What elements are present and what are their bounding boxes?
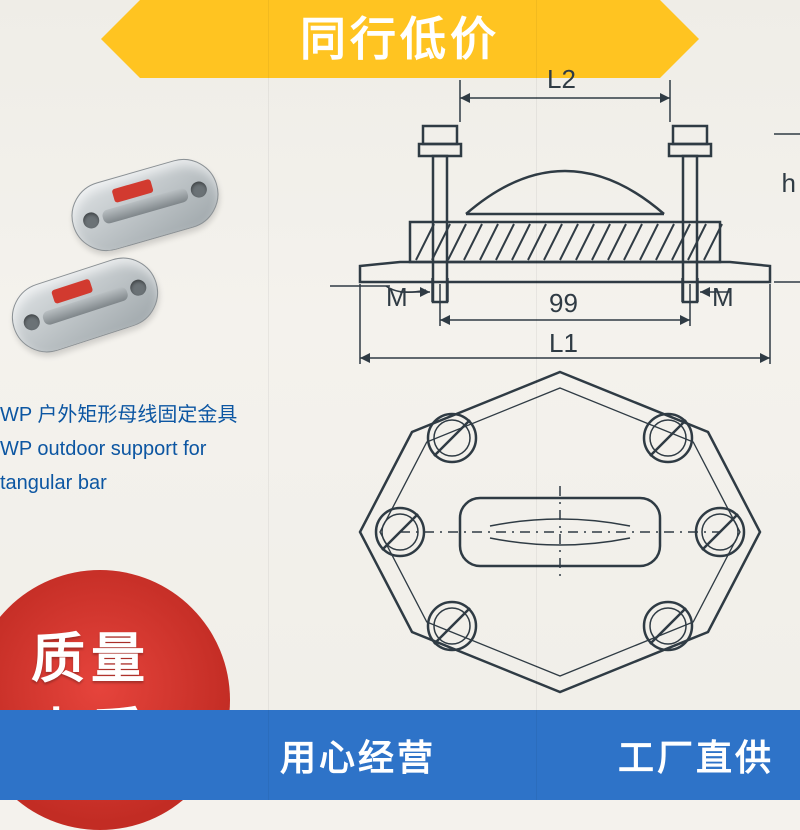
clamp-upper	[63, 151, 226, 260]
mounting-hole	[128, 278, 148, 298]
product-caption: WP 户外矩形母线固定金具 WP outdoor support for tan…	[0, 398, 260, 500]
mounting-hole	[22, 312, 42, 332]
drawing-side-elevation: L2 M M 99 L1	[330, 62, 800, 372]
caption-en-2: tangular bar	[0, 466, 260, 500]
quality-badge-line1: 质量	[31, 614, 151, 693]
product-photo	[0, 150, 240, 390]
scan-artifact	[536, 0, 537, 800]
mounting-hole	[81, 211, 101, 231]
promo-bar-bottom: 用心经营 工厂直供	[0, 710, 800, 800]
svg-text:M: M	[712, 282, 734, 312]
drawing-plan-view	[340, 362, 780, 702]
promo-bottom-right-text: 工厂直供	[618, 729, 774, 781]
caption-cn: WP 户外矩形母线固定金具	[0, 398, 260, 432]
mounting-hole	[189, 180, 209, 200]
svg-text:M: M	[386, 282, 408, 312]
scan-artifact	[268, 0, 269, 800]
promo-banner-top-text: 同行低价	[300, 13, 500, 65]
svg-text:L1: L1	[549, 328, 578, 358]
svg-text:99: 99	[549, 288, 578, 318]
svg-text:L2: L2	[547, 64, 576, 94]
caption-en-1: WP outdoor support for	[0, 432, 260, 466]
promo-bottom-left-text: 用心经营	[280, 729, 436, 781]
clamp-lower	[3, 249, 167, 362]
